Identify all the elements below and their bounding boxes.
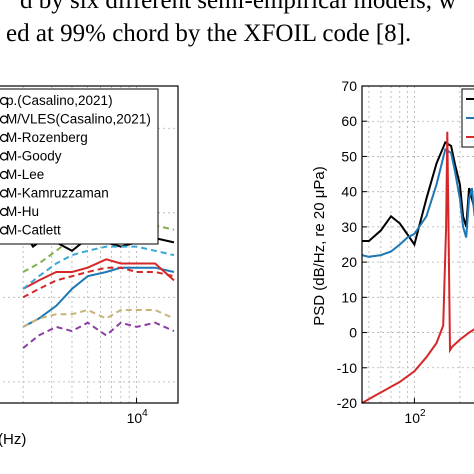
- right-plot: -20 -10 0 10 20 30 40 50 60 70 102 PSD (dB/Hz, re…: [311, 78, 474, 426]
- right-series-line: [361, 147, 474, 258]
- left-legend-marker: [0, 189, 9, 198]
- left-series-line: [22, 321, 175, 349]
- right-y-tick-label: 0: [349, 325, 357, 341]
- right-series: [361, 131, 474, 404]
- left-series-line: [22, 266, 175, 328]
- left-x-axis-label: (Hz): [0, 431, 26, 448]
- left-legend-marker: [0, 207, 9, 217]
- left-axes-frame: [0, 85, 179, 404]
- left-legend-entry: M-Rozenberg: [6, 130, 88, 145]
- right-y-tick-label: 60: [341, 113, 357, 129]
- right-x-ticks: 102: [404, 398, 426, 426]
- right-grid: [362, 85, 474, 404]
- right-y-tick-label: 40: [341, 184, 357, 200]
- left-series-line: [22, 266, 175, 299]
- left-legend-entry: M/VLES(Casalino,2021): [6, 112, 151, 127]
- right-y-ticks: -20 -10 0 10 20 30 40 50 60 70: [337, 78, 367, 411]
- left-legend-entry: M-Goody: [6, 149, 62, 164]
- left-plot: p.(Casalino,2021) M/VLES(Casalino,2021) M-…: [0, 85, 179, 448]
- left-x-ticks: 104: [127, 398, 149, 426]
- left-legend: p.(Casalino,2021) M/VLES(Casalino,2021) M-…: [0, 88, 159, 245]
- right-y-tick-label: 20: [341, 254, 357, 270]
- caption-line-1: d by six different semi-empirical models…: [20, 0, 457, 14]
- left-legend-entry: M-Catlett: [6, 223, 61, 238]
- right-y-axis-label: PSD (dB/Hz, re 20 μPa): [311, 166, 328, 326]
- right-series-line: [361, 131, 474, 404]
- right-y-tick-label: -20: [337, 395, 357, 411]
- left-legend-entry: p.(Casalino,2021): [6, 93, 113, 108]
- right-y-tick-label: 10: [341, 289, 357, 305]
- right-axes-frame: [361, 85, 474, 404]
- left-series-line: [22, 245, 175, 290]
- left-legend-marker: [0, 226, 9, 235]
- caption-line-2: ed at 99% chord by the XFOIL code [8].: [6, 20, 412, 47]
- left-legend-marker: [0, 96, 9, 106]
- left-legend-entry: M-Kamruzzaman: [6, 186, 109, 201]
- left-legend-marker: [0, 170, 9, 180]
- left-legend-marker: [0, 152, 9, 161]
- left-legend-box: [0, 88, 159, 245]
- left-legend-entry: M-Hu: [6, 204, 39, 219]
- left-legend-marker: [0, 133, 9, 143]
- left-legend-marker: [0, 115, 9, 124]
- left-legend-entry: M-Lee: [6, 167, 44, 182]
- left-series-line: [22, 258, 175, 290]
- right-y-tick-label: -10: [337, 360, 357, 376]
- left-x-tick-label: 104: [127, 408, 149, 426]
- right-y-tick-label: 50: [341, 148, 357, 164]
- right-legend: [461, 88, 474, 148]
- right-x-tick-label: 102: [404, 408, 426, 426]
- left-series-line: [22, 308, 175, 328]
- right-y-tick-label: 30: [341, 219, 357, 235]
- right-y-tick-label: 70: [341, 78, 357, 94]
